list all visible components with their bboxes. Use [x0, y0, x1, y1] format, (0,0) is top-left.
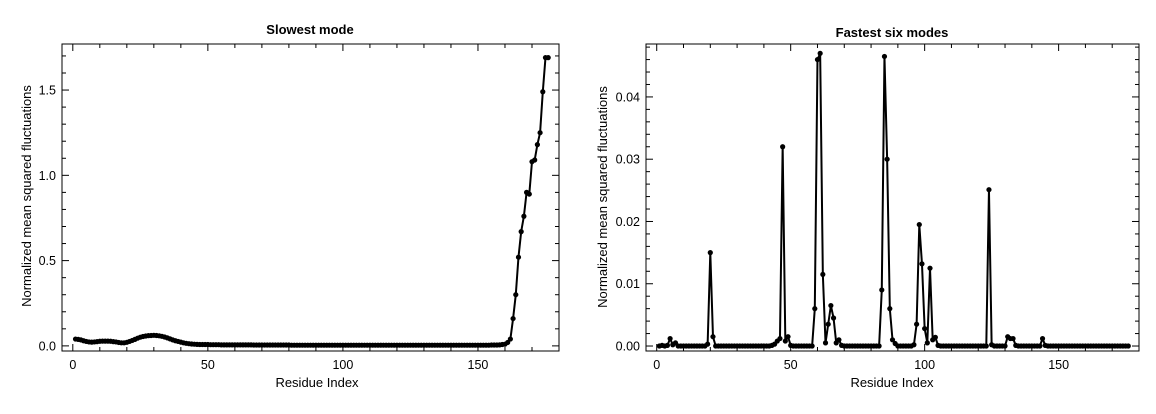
- data-point: [814, 56, 821, 63]
- data-point: [777, 335, 783, 342]
- plot-frame: [61, 43, 560, 352]
- y-tick-label: 0.03: [616, 153, 640, 167]
- y-tick-label: 0.5: [39, 254, 56, 268]
- x-axis-label: Residue Index: [850, 375, 934, 390]
- data-point: [540, 89, 546, 95]
- slowest-mode-chart: Slowest mode Residue Index Normalized me…: [19, 22, 560, 390]
- series-line: [659, 52, 1129, 348]
- data-point: [705, 341, 711, 347]
- x-tick-label: 100: [914, 358, 935, 372]
- x-tick-label: 150: [468, 358, 489, 372]
- data-point: [911, 342, 917, 348]
- y-tick-label: 0.00: [616, 340, 640, 354]
- data-point: [881, 53, 888, 60]
- data-point: [879, 287, 885, 293]
- data-point: [1002, 343, 1008, 349]
- y-tick-label: 1.0: [39, 169, 56, 183]
- fastest-six-modes-chart: Fastest six modes Residue Index Normaliz…: [595, 25, 1140, 390]
- y-tick-label: 0.01: [616, 277, 640, 291]
- data-point: [836, 337, 842, 343]
- data-point: [822, 340, 829, 346]
- data-point: [507, 336, 513, 342]
- data-point: [889, 337, 896, 343]
- data-point: [785, 334, 791, 340]
- x-tick-label: 0: [653, 358, 660, 372]
- data-point: [884, 156, 890, 162]
- y-axis-label: Normalized mean squared fluctuations: [595, 86, 610, 308]
- series-line: [75, 56, 549, 347]
- x-axis-label: Residue Index: [275, 375, 359, 390]
- data-point: [927, 265, 933, 271]
- data-point: [812, 306, 818, 312]
- data-point: [825, 321, 831, 327]
- y-tick-label: 0.04: [616, 90, 640, 104]
- y-tick-label: 1.5: [39, 84, 56, 98]
- data-point: [887, 306, 893, 312]
- data-point: [1125, 343, 1131, 349]
- chart-title: Fastest six modes: [836, 25, 949, 40]
- data-point: [1037, 343, 1043, 349]
- y-tick-label: 0.02: [616, 215, 640, 229]
- y-axis-label: Normalized mean squared fluctuations: [19, 85, 34, 307]
- x-tick-label: 0: [69, 358, 76, 372]
- slowest-mode-panel: Slowest mode Residue Index Normalized me…: [19, 22, 560, 390]
- data-point: [914, 321, 920, 327]
- data-point: [983, 343, 989, 349]
- data-point: [924, 340, 930, 346]
- x-tick-label: 100: [332, 358, 353, 372]
- data-point: [830, 315, 837, 321]
- data-point: [932, 334, 938, 340]
- data-point: [667, 335, 673, 342]
- data-point: [534, 142, 540, 148]
- chart-title: Slowest mode: [266, 22, 353, 37]
- plot-frame: [645, 43, 1140, 352]
- data-point: [820, 271, 826, 278]
- data-point: [545, 55, 551, 61]
- x-tick-label: 50: [784, 358, 798, 372]
- data-point: [710, 334, 716, 340]
- data-point: [526, 191, 532, 197]
- data-point: [518, 229, 524, 235]
- data-point: [876, 343, 882, 349]
- fastest-six-modes-panel: Fastest six modes Residue Index Normaliz…: [578, 0, 1156, 414]
- data-point: [513, 292, 519, 298]
- data-point: [828, 302, 834, 309]
- data-point: [515, 254, 522, 260]
- data-point: [664, 342, 671, 348]
- data-point: [532, 157, 538, 163]
- data-point: [1010, 335, 1016, 342]
- data-point: [521, 213, 527, 219]
- data-point: [809, 343, 815, 349]
- data-point: [919, 261, 925, 267]
- data-point: [922, 325, 928, 332]
- data-point: [782, 338, 788, 344]
- data-point: [707, 250, 713, 256]
- data-point: [916, 221, 922, 228]
- x-tick-label: 50: [201, 358, 215, 372]
- x-tick-label: 150: [1048, 358, 1069, 372]
- data-point: [510, 315, 516, 322]
- y-tick-label: 0.0: [39, 339, 56, 353]
- data-point: [986, 187, 992, 193]
- data-point: [537, 130, 543, 136]
- data-point: [780, 144, 786, 150]
- data-point: [1039, 335, 1046, 342]
- data-point: [817, 50, 823, 56]
